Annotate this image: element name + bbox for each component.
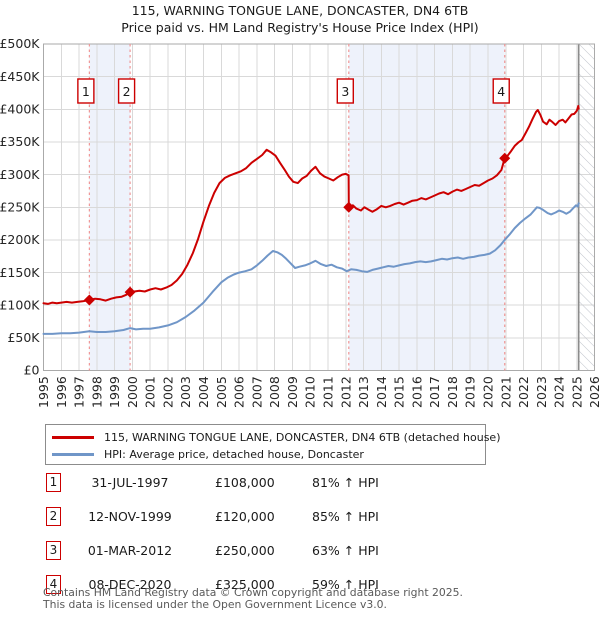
sale-price: £108,000 (215, 475, 275, 490)
x-tick-label: 2019 (463, 376, 478, 408)
x-tick-label: 2013 (356, 376, 371, 408)
sale-date: 01-MAR-2012 (87, 543, 173, 558)
sale-price: £250,000 (215, 543, 275, 558)
x-tick-label: 2002 (160, 376, 175, 408)
sale-hpi-change: 63% ↑ HPI (312, 543, 379, 558)
sale-price: £120,000 (215, 509, 275, 524)
y-tick-label: £50K (7, 330, 40, 345)
sale-date: 31-JUL-1997 (91, 475, 169, 490)
x-tick-label: 1999 (107, 376, 122, 408)
y-tick-label: £150K (0, 265, 40, 280)
x-tick-label: 2010 (303, 376, 318, 408)
x-tick-label: 2014 (374, 376, 389, 408)
sale-label-number-2: 2 (123, 84, 131, 99)
sale-marker-4 (499, 152, 511, 164)
y-tick-label: £350K (0, 134, 40, 149)
x-tick-label: 2006 (232, 376, 247, 408)
sale-row: 2 12-NOV-1999 £120,000 85% ↑ HPI (0, 505, 600, 539)
y-tick-label: £100K (0, 297, 40, 312)
x-tick-label: 2008 (267, 376, 282, 408)
legend-label-price-paid: 115, WARNING TONGUE LANE, DONCASTER, DN4… (104, 431, 501, 444)
future-hatched-region (578, 44, 595, 371)
sale-hpi-change: 59% ↑ HPI (312, 577, 379, 592)
sale-hpi-change: 85% ↑ HPI (312, 509, 379, 524)
x-tick-label: 2005 (214, 376, 229, 408)
chart-legend: 115, WARNING TONGUE LANE, DONCASTER, DN4… (45, 424, 501, 465)
page-title: 115, WARNING TONGUE LANE, DONCASTER, DN4… (131, 3, 469, 18)
sale-label-box-1 (77, 78, 95, 104)
y-tick-label: £200K (0, 232, 40, 247)
x-tick-label: 2015 (392, 376, 407, 408)
sale-label-number-3: 3 (341, 84, 349, 99)
price-hpi-chart: 1 2 3 4 £0 £50K £100K £150K £200K £250K £300K £350K… (0, 36, 600, 408)
hpi-line-swatch (52, 453, 94, 456)
sale-number-badge: 3 (46, 541, 61, 560)
plot-border (43, 43, 596, 371)
legend-label-hpi: HPI: Average price, detached house, Donc… (104, 448, 364, 461)
sale-marker-3 (343, 201, 355, 213)
sale-marker-2 (124, 286, 136, 298)
x-tick-label: 1998 (89, 376, 104, 408)
x-tick-label: 2016 (409, 376, 424, 408)
x-tick-label: 2017 (427, 376, 442, 408)
sale-label-box-3 (336, 78, 354, 104)
y-tick-label: £400K (0, 102, 40, 117)
x-tick-label: 2001 (143, 376, 158, 408)
x-tick-label: 1995 (36, 376, 51, 408)
x-tick-label: 2020 (481, 376, 496, 408)
x-tick-label: 2009 (285, 376, 300, 408)
sales-table: 1 31-JUL-1997 £108,000 81% ↑ HPI 2 12-NOV-199… (0, 471, 600, 607)
sale-row: 3 01-MAR-2012 £250,000 63% ↑ HPI (0, 539, 600, 573)
sale-row: 1 31-JUL-1997 £108,000 81% ↑ HPI (0, 471, 600, 505)
x-tick-label: 2007 (249, 376, 264, 408)
sale-number-badge: 1 (46, 473, 61, 492)
sale-label-number-4: 4 (497, 84, 505, 99)
x-tick-label: 1996 (54, 376, 69, 408)
sale-price: £325,000 (215, 577, 275, 592)
x-tick-label: 2024 (552, 376, 567, 408)
y-tick-label: £0 (24, 363, 40, 378)
y-tick-label: £450K (0, 69, 40, 84)
y-tick-label: £500K (0, 36, 40, 51)
x-tick-label: 2012 (338, 376, 353, 408)
sale-hpi-change: 81% ↑ HPI (312, 475, 379, 490)
sale-label-number-1: 1 (82, 84, 90, 99)
sale-date: 08-DEC-2020 (88, 577, 172, 592)
x-tick-label: 1997 (72, 376, 87, 408)
price-paid-line-swatch (52, 436, 94, 439)
x-tick-label: 2025 (569, 376, 584, 408)
sale-date: 12-NOV-1999 (88, 509, 172, 524)
sale-row: 4 08-DEC-2020 £325,000 59% ↑ HPI (0, 573, 600, 607)
footer-line-2: This data is licensed under the Open Gov… (43, 597, 387, 611)
x-tick-label: 2000 (125, 376, 140, 408)
copyright-footer: Contains HM Land Registry data © Crown c… (43, 587, 593, 610)
x-tick-label: 2011 (320, 376, 335, 408)
footer-line-1: Contains HM Land Registry data © Crown c… (43, 586, 463, 599)
legend-row-hpi: HPI: Average price, detached house, Donc… (46, 446, 485, 463)
sale-marker-1 (83, 294, 95, 306)
hpi-series-line (42, 202, 580, 335)
x-tick-label: 2021 (498, 376, 513, 408)
x-tick-label: 2018 (445, 376, 460, 408)
sale-label-box-2 (117, 78, 136, 104)
x-tick-label: 2022 (516, 376, 531, 408)
legend-row-price-paid: 115, WARNING TONGUE LANE, DONCASTER, DN4… (46, 429, 501, 446)
page-subtitle: Price paid vs. HM Land Registry's House … (121, 20, 479, 35)
sale-number-badge: 4 (46, 575, 61, 594)
sale-number-badge: 2 (46, 507, 61, 526)
y-tick-label: £300K (0, 167, 40, 182)
x-tick-label: 2026 (587, 376, 600, 408)
gridlines (43, 43, 596, 371)
x-tick-label: 2003 (178, 376, 193, 408)
x-tick-label: 2023 (534, 376, 549, 408)
x-tick-label: 2004 (196, 376, 211, 408)
price-paid-series-line (42, 105, 580, 305)
sale-label-box-4 (492, 78, 510, 104)
y-tick-label: £250K (0, 199, 40, 214)
